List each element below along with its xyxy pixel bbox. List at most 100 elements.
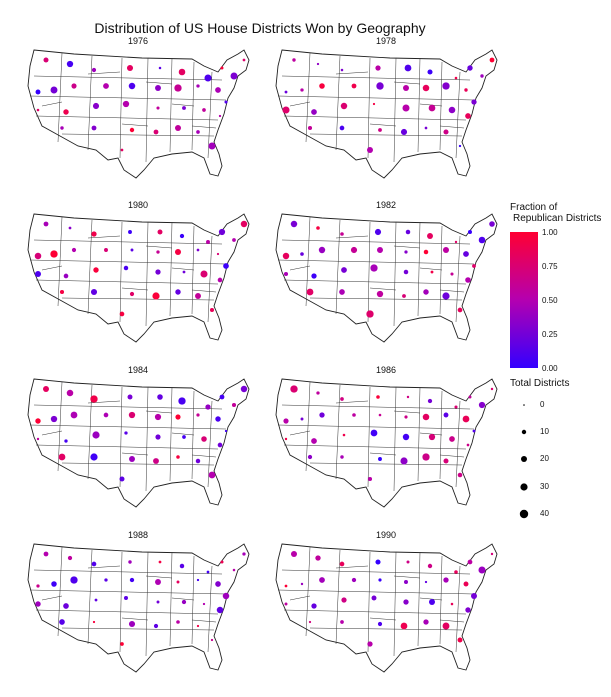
state-border	[169, 221, 173, 317]
state-marker	[215, 87, 221, 93]
state-marker	[179, 233, 185, 239]
state-border	[29, 424, 227, 430]
state-marker	[103, 83, 109, 89]
state-border	[41, 595, 63, 601]
state-marker	[93, 267, 99, 273]
state-marker	[35, 418, 41, 424]
state-marker	[240, 385, 248, 393]
state-border	[41, 430, 63, 436]
state-border	[145, 575, 173, 579]
state-marker	[124, 431, 128, 435]
state-border	[191, 289, 217, 293]
state-border	[419, 267, 443, 271]
state-marker	[34, 270, 42, 278]
panel-1978: 1978	[270, 36, 502, 184]
state-marker	[104, 578, 108, 582]
state-marker	[290, 385, 298, 393]
size-key-0	[523, 404, 525, 406]
state-marker	[311, 273, 317, 279]
state-border	[277, 424, 475, 430]
state-border	[121, 452, 149, 456]
state-marker	[465, 113, 471, 119]
state-marker	[466, 443, 470, 447]
state-marker	[196, 130, 200, 134]
state-marker	[340, 620, 344, 624]
state-marker	[376, 290, 384, 298]
state-marker	[311, 603, 317, 609]
state-marker	[443, 412, 449, 418]
state-marker	[157, 394, 163, 400]
state-marker	[129, 456, 135, 462]
state-marker	[339, 289, 345, 295]
state-marker	[468, 395, 472, 399]
state-marker	[196, 624, 200, 628]
state-border	[145, 81, 173, 85]
state-border	[455, 235, 461, 323]
state-marker	[402, 84, 410, 92]
state-border	[87, 235, 121, 239]
state-border	[119, 551, 123, 653]
state-marker	[90, 395, 98, 403]
state-border	[207, 235, 213, 323]
state-marker	[128, 82, 136, 90]
state-marker	[378, 413, 382, 417]
state-marker	[463, 581, 469, 587]
state-marker	[63, 273, 69, 279]
state-marker	[220, 66, 224, 70]
state-border	[367, 221, 371, 323]
state-marker	[155, 85, 161, 91]
panel-title: 1986	[375, 365, 397, 375]
state-border	[41, 101, 63, 107]
state-border	[417, 221, 421, 317]
state-marker	[463, 251, 469, 257]
panel-1980: 1980	[22, 200, 254, 348]
state-border	[121, 287, 149, 291]
state-marker	[242, 58, 246, 62]
state-marker	[471, 593, 477, 599]
state-marker	[119, 311, 125, 317]
state-marker	[378, 578, 382, 582]
state-marker	[50, 250, 58, 258]
state-marker	[402, 104, 410, 112]
state-marker	[282, 252, 290, 260]
state-marker	[339, 561, 345, 567]
state-border	[281, 239, 471, 245]
state-marker	[43, 386, 49, 392]
state-marker	[157, 229, 163, 235]
state-marker	[215, 416, 221, 422]
state-border	[367, 551, 371, 653]
state-border	[309, 297, 463, 301]
state-marker	[406, 560, 410, 564]
state-marker	[90, 288, 98, 296]
state-marker	[34, 252, 42, 260]
state-marker	[423, 289, 429, 295]
legend: Fraction of Republican Districts 1.00 0.…	[508, 202, 608, 532]
state-border	[171, 597, 195, 601]
state-marker	[377, 247, 383, 253]
state-marker	[156, 250, 160, 254]
state-marker	[467, 65, 473, 71]
state-marker	[153, 623, 159, 629]
state-marker	[224, 429, 228, 433]
state-marker	[202, 108, 206, 112]
state-marker	[352, 413, 356, 417]
size-legend	[519, 404, 529, 519]
state-marker	[319, 83, 325, 89]
state-marker	[58, 453, 66, 461]
panel-1990: 1990	[270, 530, 502, 678]
size-tick: 20	[540, 454, 549, 463]
state-marker	[218, 228, 226, 236]
state-marker	[156, 106, 160, 110]
size-tick: 10	[540, 427, 549, 436]
size-key-40	[519, 509, 529, 519]
state-marker	[422, 413, 430, 421]
state-marker	[316, 226, 320, 230]
us-map-1982	[275, 213, 498, 343]
state-marker	[92, 102, 100, 110]
state-marker	[67, 555, 73, 561]
state-border	[289, 595, 311, 601]
state-border	[305, 216, 311, 307]
state-border	[305, 52, 311, 143]
state-marker	[366, 310, 374, 318]
state-marker	[405, 229, 411, 235]
